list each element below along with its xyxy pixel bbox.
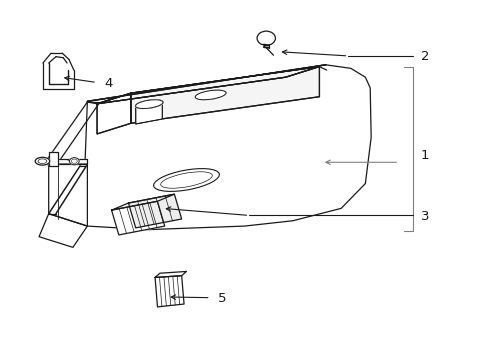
Polygon shape [155,271,186,278]
Polygon shape [85,65,370,230]
Polygon shape [155,276,183,307]
Ellipse shape [135,100,163,108]
Polygon shape [111,201,164,235]
Polygon shape [128,194,181,228]
Polygon shape [97,67,319,104]
Ellipse shape [135,100,163,108]
Text: 1: 1 [420,149,428,162]
Ellipse shape [35,157,50,165]
Text: 5: 5 [218,292,226,305]
Polygon shape [44,102,99,166]
Polygon shape [136,101,162,124]
Polygon shape [49,164,87,226]
Ellipse shape [69,158,79,165]
Polygon shape [131,67,319,123]
Polygon shape [97,67,319,104]
Text: 3: 3 [420,210,428,222]
Polygon shape [111,194,174,210]
Polygon shape [49,152,58,166]
Polygon shape [136,101,162,124]
Ellipse shape [195,90,225,100]
Ellipse shape [153,168,219,192]
Text: 2: 2 [420,50,428,63]
Polygon shape [97,93,131,134]
Polygon shape [97,93,131,134]
Ellipse shape [257,31,275,45]
Text: 4: 4 [104,77,112,90]
Polygon shape [131,67,319,123]
Ellipse shape [195,90,225,100]
Polygon shape [39,214,87,247]
Ellipse shape [161,172,212,188]
Polygon shape [49,159,87,164]
Ellipse shape [135,100,163,108]
